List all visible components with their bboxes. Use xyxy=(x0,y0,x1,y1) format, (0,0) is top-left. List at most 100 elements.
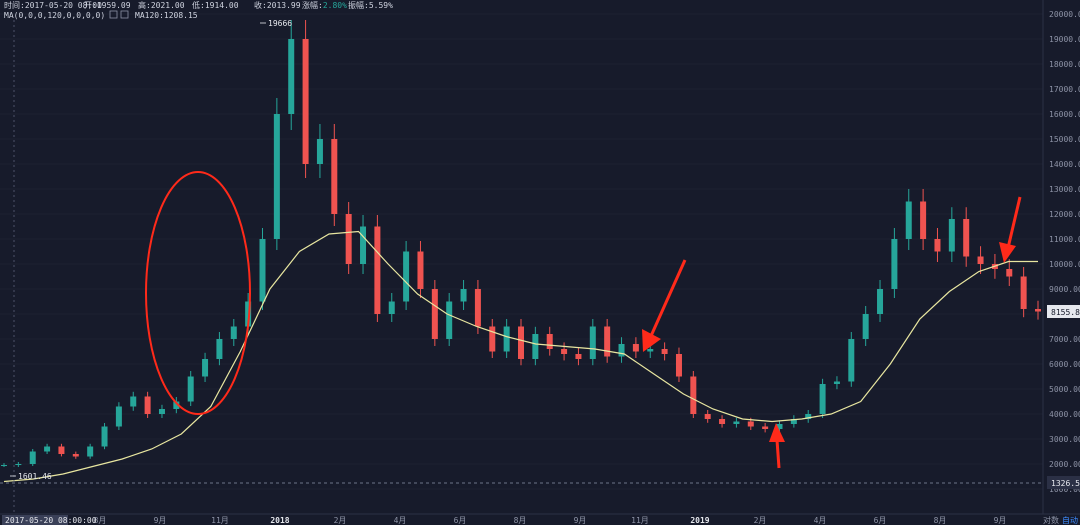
low-label: 1601.46 xyxy=(18,472,52,481)
y-tick-label: 19000.00 xyxy=(1049,35,1080,44)
level-tag xyxy=(1047,476,1080,489)
candle xyxy=(202,352,209,382)
candle xyxy=(848,332,855,387)
level-tag-text: 1326.53 xyxy=(1051,479,1080,488)
y-tick-label: 3000.00 xyxy=(1049,435,1080,444)
x-axis: 8月 9月 11月 2018 2月 4月 6月 8月 9月 11月 2019 2月 4月 6月 8月 9月 xyxy=(94,516,1007,525)
candle xyxy=(618,337,625,363)
auto-scale-toggle[interactable]: 自动 xyxy=(1062,515,1078,525)
candle xyxy=(604,319,611,363)
y-tick-label: 20000.00 xyxy=(1049,10,1080,19)
x-tick-label: 4月 xyxy=(814,516,827,525)
candle xyxy=(29,449,36,466)
candle xyxy=(690,371,697,418)
candle xyxy=(1020,267,1027,318)
candle xyxy=(1006,259,1013,286)
candle xyxy=(704,410,711,423)
candle xyxy=(44,443,51,454)
y-tick-label: 9000.00 xyxy=(1049,285,1080,294)
y-tick-label: 12000.00 xyxy=(1049,210,1080,219)
open-label: 开: xyxy=(84,1,97,10)
x-tick-label: 2018 xyxy=(270,516,289,525)
candle xyxy=(474,280,481,334)
candle xyxy=(762,423,769,433)
time-label: 时间: xyxy=(4,0,25,10)
y-tick-label: 13000.00 xyxy=(1049,185,1080,194)
candle xyxy=(532,326,539,366)
candle xyxy=(144,391,151,418)
y-tick-label: 17000.00 xyxy=(1049,85,1080,94)
info-bar: 时间:2017-05-20 08:00 开:1959.09 高:2021.00 … xyxy=(4,0,393,10)
current-price-tag xyxy=(1047,305,1080,318)
y-tick-label: 14000.00 xyxy=(1049,160,1080,169)
candle xyxy=(819,378,826,418)
candle xyxy=(561,342,568,361)
candle xyxy=(1035,300,1041,320)
x-tick-label: 9月 xyxy=(154,516,167,525)
candle xyxy=(719,415,726,428)
change-label: 涨幅: xyxy=(302,0,323,10)
high-label: 高: xyxy=(138,0,151,10)
candle xyxy=(489,319,496,358)
close-label: 收: xyxy=(254,0,267,10)
candle xyxy=(446,293,453,346)
x-tick-label: 11月 xyxy=(211,516,229,525)
y-tick-label: 2000.00 xyxy=(1049,460,1080,469)
low-label-info: 低: xyxy=(192,0,205,10)
candle xyxy=(388,293,395,322)
candle xyxy=(546,326,553,356)
x-tick-label: 9月 xyxy=(574,516,587,525)
y-tick-label: 11000.00 xyxy=(1049,235,1080,244)
close-value: 2013.99 xyxy=(267,1,301,10)
x-tick-label: 6月 xyxy=(874,516,887,525)
candle xyxy=(805,410,812,423)
candle xyxy=(589,319,596,366)
x-tick-label: 2月 xyxy=(754,516,767,525)
candle xyxy=(360,215,367,274)
candle xyxy=(977,246,984,274)
ma-settings-icon[interactable] xyxy=(109,10,118,19)
ma120-label: MA120: xyxy=(135,11,164,20)
y-tick-label: 4000.00 xyxy=(1049,410,1080,419)
candle xyxy=(575,347,582,366)
change-value: 2.80% xyxy=(323,1,347,10)
y-tick-label: 18000.00 xyxy=(1049,60,1080,69)
highlight-ellipse xyxy=(145,171,251,415)
candle xyxy=(331,124,338,226)
candle xyxy=(216,332,223,366)
candle xyxy=(115,402,122,430)
log-scale-toggle[interactable]: 对数 xyxy=(1043,515,1059,525)
candle xyxy=(934,228,941,262)
x-tick-label: 8月 xyxy=(934,516,947,525)
candle xyxy=(230,319,237,346)
svg-text:MA120:1208.15: MA120:1208.15 xyxy=(135,11,198,20)
candle xyxy=(877,280,884,322)
candle xyxy=(273,98,280,250)
candle xyxy=(920,189,927,250)
ma-close-icon[interactable] xyxy=(120,10,129,19)
x-tick-label: 6月 xyxy=(454,516,467,525)
y-tick-label: 1000.00 xyxy=(1049,485,1080,494)
x-tick-label: 8月 xyxy=(94,516,107,525)
arrow-annotation-2 xyxy=(769,423,785,469)
time-value: 2017-05-20 08:00 xyxy=(25,1,102,10)
open-value: 1959.09 xyxy=(97,1,131,10)
y-tick-label: 16000.00 xyxy=(1049,110,1080,119)
ma-settings[interactable]: MA(0,0,0,120,0,0,0,0) xyxy=(4,11,105,20)
x-tick-label: 8月 xyxy=(514,516,527,525)
candle xyxy=(948,207,955,262)
y-tick-label: 7000.00 xyxy=(1049,335,1080,344)
ma-bar: MA(0,0,0,120,0,0,0,0) MA120:1208.15 xyxy=(4,10,198,20)
svg-text:时间:2017-05-20 08:00 开:19: 时间:2017-05-20 08:00 开:1959.09 高:2021.00 … xyxy=(4,0,393,10)
x-tick-label: 11月 xyxy=(631,516,649,525)
candle xyxy=(431,280,438,346)
candle xyxy=(101,423,108,450)
candle xyxy=(891,228,898,298)
candle xyxy=(288,20,295,130)
high-value: 2021.00 xyxy=(151,1,185,10)
peak-label: 19666 xyxy=(268,19,292,28)
ma120-line xyxy=(3,230,1038,483)
x-tick-label: 4月 xyxy=(394,516,407,525)
candle xyxy=(259,228,266,310)
